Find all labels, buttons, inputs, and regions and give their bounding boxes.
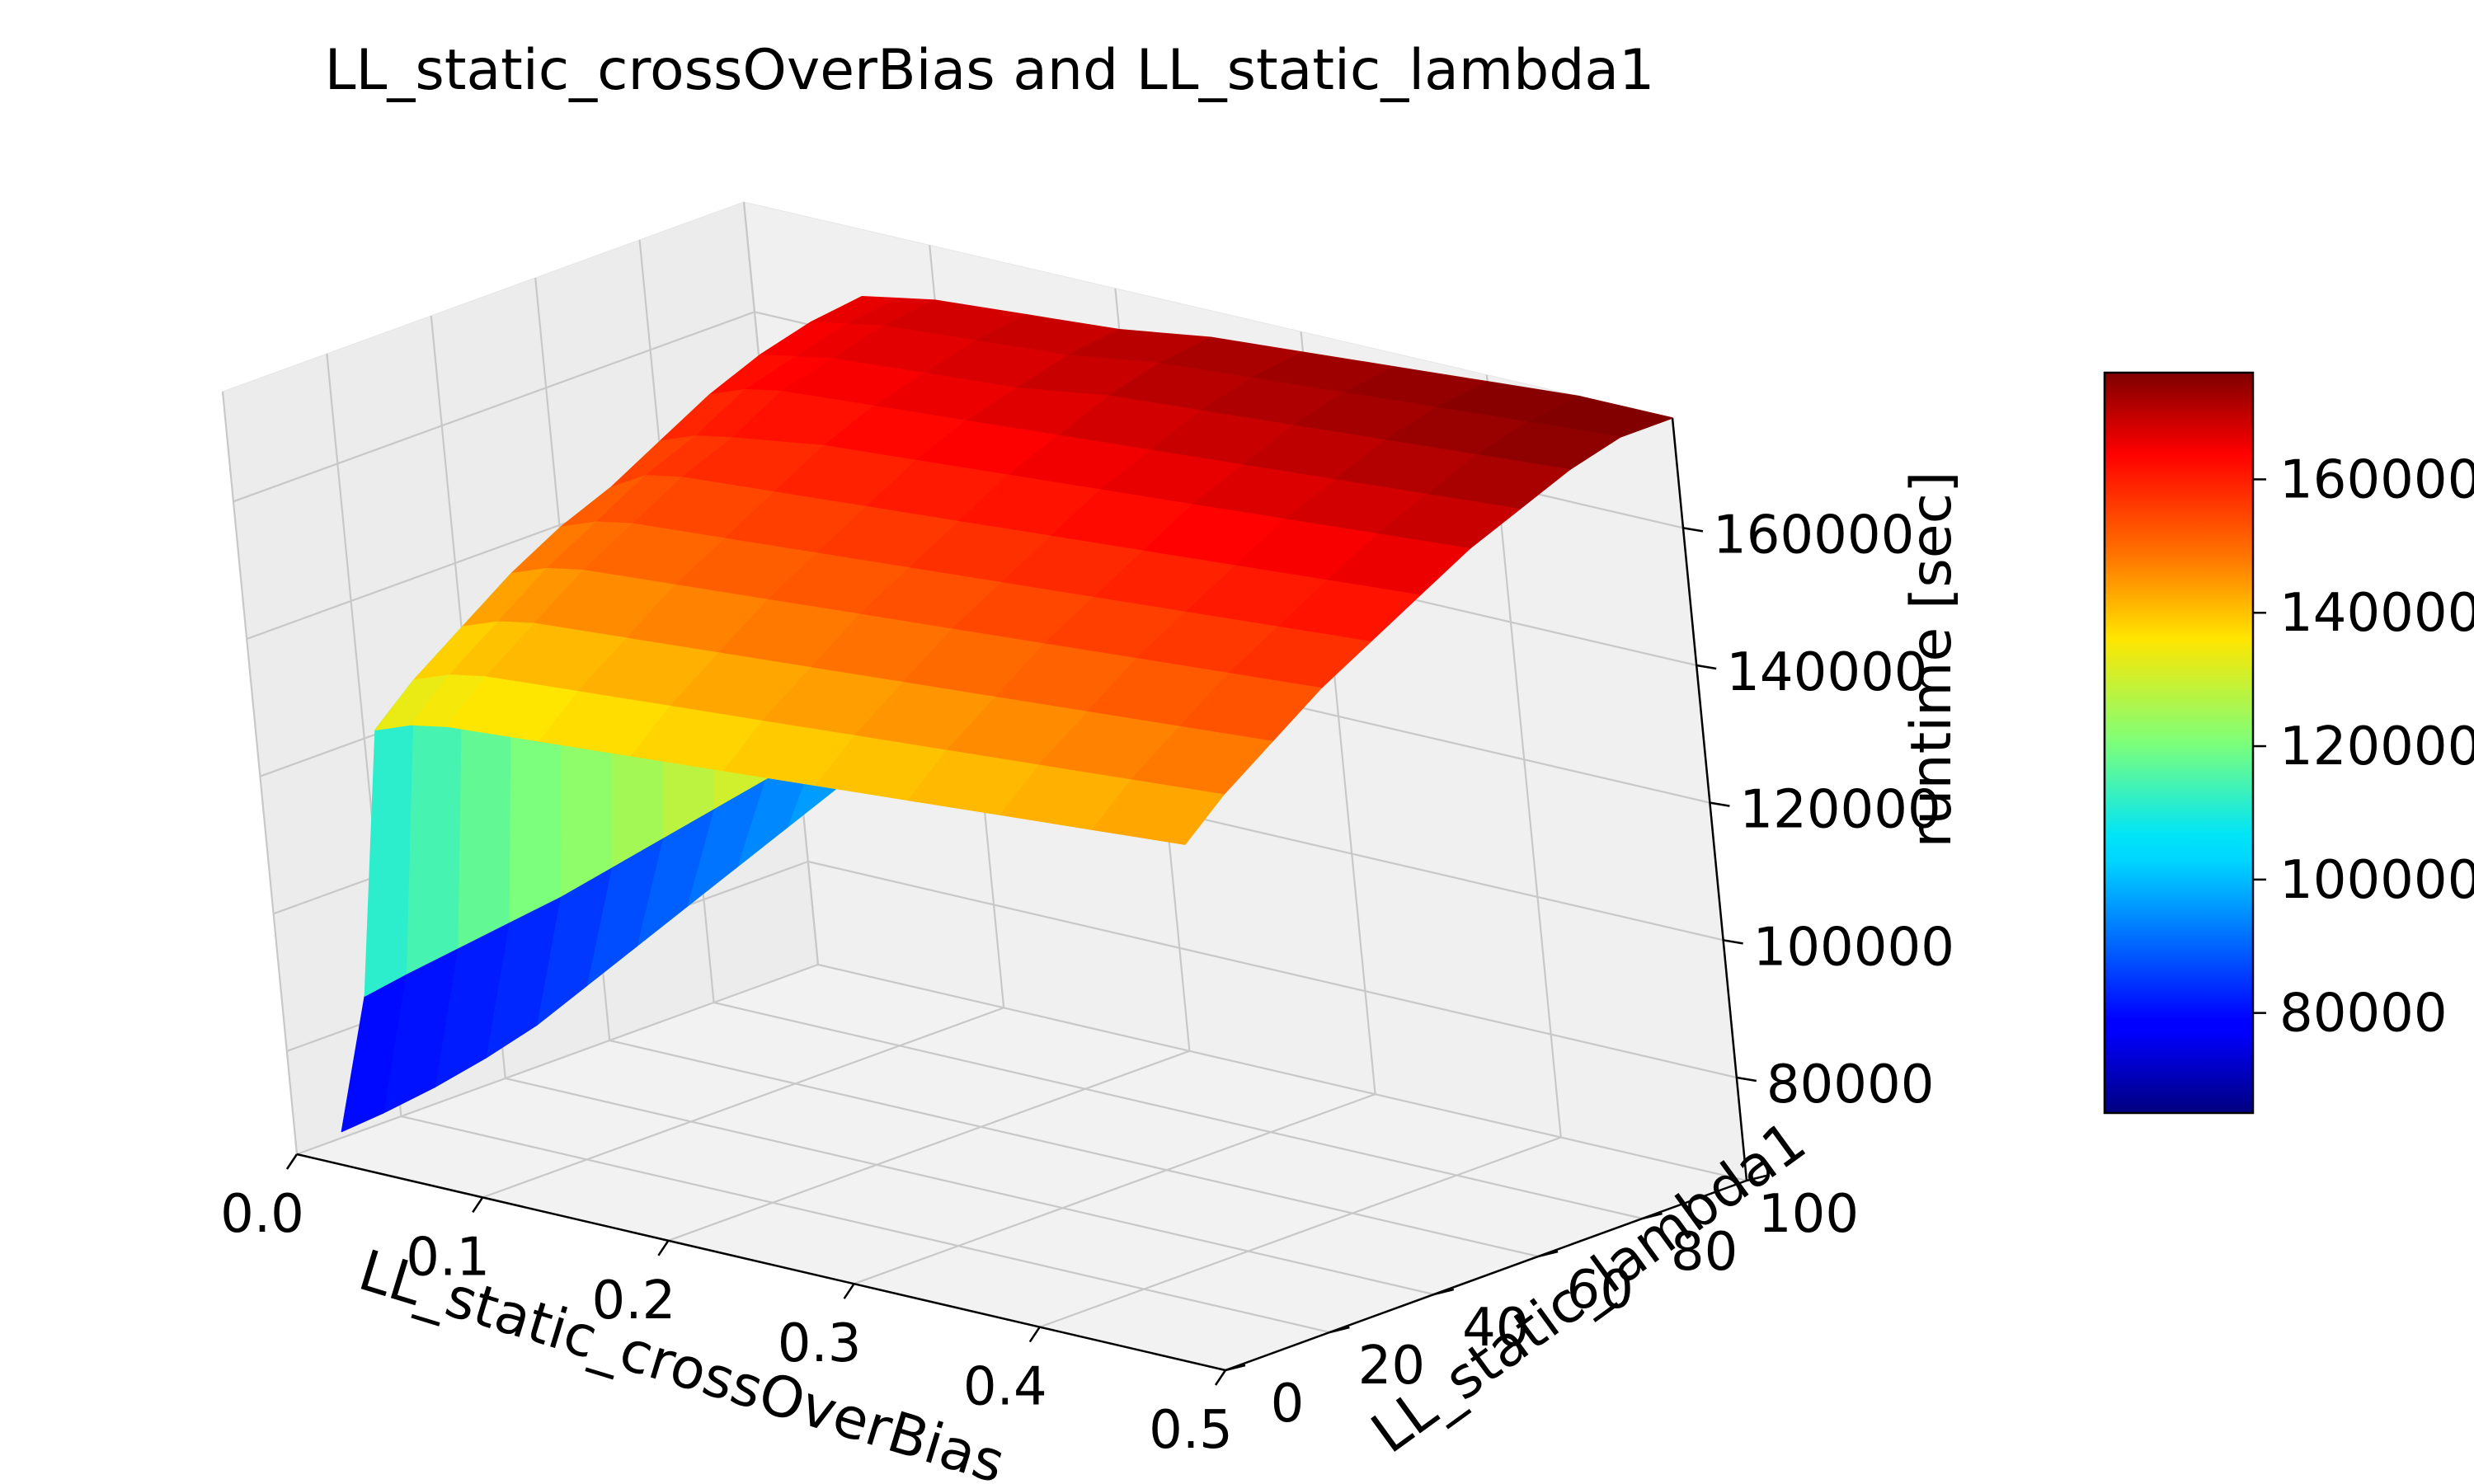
grid-line-x bbox=[482, 1007, 1004, 1199]
grid-line-z bbox=[807, 860, 1738, 1079]
x-tick-label: 0.3 bbox=[778, 1313, 862, 1374]
z-axis-label: runtime [sec] bbox=[1899, 471, 1964, 848]
grid-line-x bbox=[296, 963, 819, 1156]
colorbar-ticks: 80000 100000 120000 140000 160000 bbox=[2253, 449, 2474, 1045]
x-tick-mark bbox=[657, 1240, 670, 1256]
grid-line-x bbox=[854, 1093, 1376, 1285]
z-tick-label: 160000 bbox=[1713, 505, 1914, 566]
x-axis-line bbox=[296, 1153, 1226, 1372]
x-tick-mark bbox=[285, 1153, 299, 1170]
z-tick-mark bbox=[1736, 1076, 1757, 1082]
x-tick-label: 0.0 bbox=[220, 1184, 304, 1245]
y-tick-mark bbox=[1433, 1288, 1455, 1296]
z-tick-mark bbox=[1710, 801, 1730, 807]
x-tick-mark bbox=[843, 1283, 855, 1299]
y-tick-label: 40 bbox=[1462, 1298, 1529, 1359]
grid-line-x bbox=[668, 1050, 1190, 1242]
x-tick-label: 0.4 bbox=[963, 1357, 1047, 1418]
y-tick-label: 100 bbox=[1758, 1184, 1859, 1245]
y-tick-label: 20 bbox=[1358, 1336, 1425, 1397]
grid-line-y bbox=[713, 1001, 1643, 1220]
grid-line-y bbox=[505, 1077, 1435, 1296]
colorbar bbox=[2103, 371, 2255, 1115]
y-tick-label: 0 bbox=[1271, 1374, 1305, 1435]
colorbar-tick-label: 160000 bbox=[2279, 449, 2474, 510]
y-tick-mark bbox=[1642, 1212, 1663, 1220]
chart-title: LL_static_crossOverBias and LL_static_la… bbox=[325, 38, 1655, 103]
x-tick-label: 0.5 bbox=[1149, 1400, 1233, 1461]
z-tick-label: 100000 bbox=[1753, 917, 1954, 978]
y-axis-line bbox=[1225, 1179, 1747, 1372]
tick-labels: 0.0 0.1 0.2 0.3 0.4 0.5 0 20 40 60 80 100 80000 10000… bbox=[220, 505, 1954, 1461]
y-tick-mark bbox=[1329, 1326, 1350, 1334]
y-tick-label: 60 bbox=[1566, 1260, 1633, 1321]
grid-line-x bbox=[1039, 1136, 1562, 1328]
x-tick-mark bbox=[1214, 1369, 1227, 1386]
surface-patch bbox=[1092, 779, 1225, 845]
y-tick-label: 80 bbox=[1671, 1222, 1738, 1283]
axis-lines bbox=[285, 417, 1767, 1386]
colorbar-tick-label: 100000 bbox=[2279, 850, 2474, 911]
colorbar-tick-label: 140000 bbox=[2279, 583, 2474, 644]
grid-line-z bbox=[233, 311, 755, 503]
x-tick-mark bbox=[1028, 1326, 1041, 1343]
y-tick-mark bbox=[1746, 1174, 1767, 1182]
z-tick-label: 140000 bbox=[1726, 642, 1927, 703]
colorbar-tick-label: 120000 bbox=[2279, 716, 2474, 777]
y-tick-mark bbox=[1537, 1250, 1559, 1258]
x-tick-label: 0.1 bbox=[406, 1227, 490, 1288]
z-tick-mark bbox=[1723, 939, 1743, 945]
x-tick-mark bbox=[472, 1196, 484, 1214]
x-tick-label: 0.2 bbox=[592, 1270, 676, 1331]
z-tick-mark bbox=[1696, 664, 1717, 670]
grid-line-y bbox=[609, 1039, 1539, 1258]
z-tick-label: 120000 bbox=[1739, 780, 1940, 841]
z-tick-mark bbox=[1682, 527, 1704, 533]
grid-line-y bbox=[817, 963, 1747, 1182]
colorbar-tick-label: 80000 bbox=[2279, 984, 2448, 1045]
surface-mesh bbox=[341, 296, 1673, 1133]
y-tick-mark bbox=[1225, 1364, 1246, 1372]
grid-line-y bbox=[221, 391, 299, 1155]
z-axis-line bbox=[1671, 417, 1748, 1181]
z-tick-label: 80000 bbox=[1766, 1054, 1935, 1115]
grid-line-y bbox=[401, 1115, 1330, 1334]
